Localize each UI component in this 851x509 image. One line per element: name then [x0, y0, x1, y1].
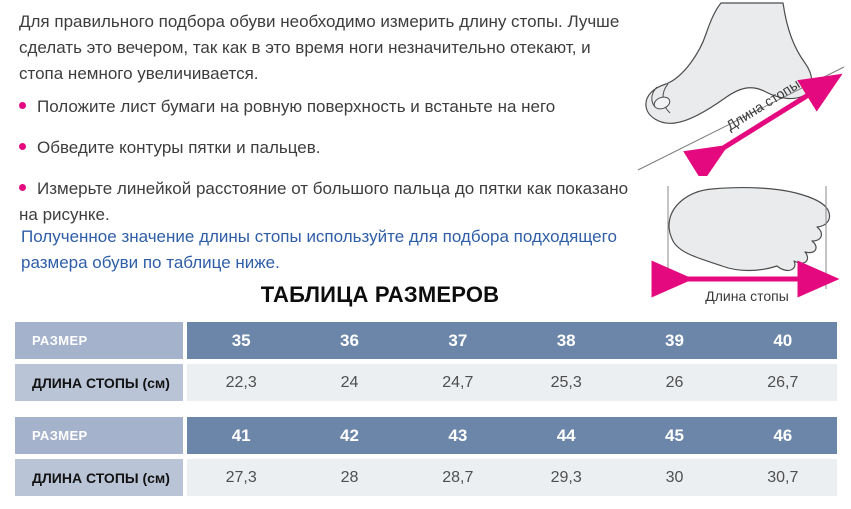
size-cell: 37 [448, 330, 468, 350]
step-text: Положите лист бумаги на ровную поверхнос… [37, 97, 556, 116]
size-cell: 45 [665, 425, 684, 445]
length-row-header: ДЛИНА СТОПЫ (см) [15, 459, 183, 496]
foot-top-view-diagram: Длина стопы [651, 186, 840, 304]
size-row-header: РАЗМЕР [15, 417, 183, 454]
size-tables: РАЗМЕР 35 36 37 38 39 40 ДЛИНА СТОПЫ (см… [15, 322, 837, 509]
table-row: РАЗМЕР 35 36 37 38 39 40 [15, 322, 837, 359]
size-values-band: 35 36 37 38 39 40 [187, 322, 837, 359]
size-cell: 41 [231, 425, 251, 445]
footprint-illustration [668, 186, 831, 272]
bullet-icon [19, 143, 26, 151]
size-cell: 44 [556, 425, 576, 445]
length-cell: 26 [665, 373, 684, 391]
length-cell: 28 [340, 468, 359, 486]
list-item: Измерьте линейкой расстояние от большого… [19, 176, 631, 228]
size-cell: 36 [340, 330, 359, 350]
length-cell: 30 [665, 468, 684, 486]
length-cell: 24,7 [442, 373, 474, 391]
list-item: Обведите контуры пятки и пальцев. [19, 135, 631, 161]
measurement-arrow [683, 73, 843, 176]
bullet-icon [19, 184, 26, 192]
foot-side-view-diagram: Длина стопы [637, 2, 845, 176]
length-cell: 30,7 [767, 468, 799, 486]
length-values-band: 27,3 28 28,7 29,3 30 30,7 [187, 459, 837, 496]
list-item: Положите лист бумаги на ровную поверхнос… [19, 94, 631, 120]
size-cell: 39 [665, 330, 684, 350]
table-row: ДЛИНА СТОПЫ (см) 27,3 28 28,7 29,3 30 30… [15, 459, 837, 496]
step-text: Измерьте линейкой расстояние от большого… [19, 179, 629, 224]
size-table-35-40: РАЗМЕР 35 36 37 38 39 40 ДЛИНА СТОПЫ (см… [15, 322, 837, 401]
size-cell: 43 [448, 425, 468, 445]
bullet-icon [19, 102, 26, 110]
length-row-header: ДЛИНА СТОПЫ (см) [15, 364, 183, 401]
size-cell: 42 [340, 425, 359, 445]
size-cell: 35 [231, 330, 251, 350]
toenail [653, 96, 671, 110]
size-cell: 40 [773, 330, 793, 350]
table-row: ДЛИНА СТОПЫ (см) 22,3 24 24,7 25,3 26 26… [15, 364, 837, 401]
size-values-band: 41 42 43 44 45 46 [187, 417, 837, 454]
length-cell: 24 [340, 373, 359, 391]
length-values-band: 22,3 24 24,7 25,3 26 26,7 [187, 364, 837, 401]
size-cell: 38 [556, 330, 576, 350]
length-cell: 27,3 [225, 468, 257, 486]
note-paragraph: Полученное значение длины стопы использу… [21, 227, 617, 272]
size-table-41-46: РАЗМЕР 41 42 43 44 45 46 ДЛИНА СТОПЫ (см… [15, 417, 837, 496]
foot-illustration [645, 2, 813, 124]
table-row: РАЗМЕР 41 42 43 44 45 46 [15, 417, 837, 454]
size-row-header: РАЗМЕР [15, 322, 183, 359]
length-cell: 25,3 [550, 373, 582, 391]
size-cell: 46 [773, 425, 793, 445]
step-text: Обведите контуры пятки и пальцев. [37, 138, 321, 157]
size-table-title: ТАБЛИЦА РАЗМЕРОВ [260, 282, 500, 307]
length-cell: 22,3 [225, 373, 257, 391]
length-cell: 28,7 [442, 468, 474, 486]
top-view-measure-label: Длина стопы [705, 288, 789, 304]
length-cell: 26,7 [767, 373, 799, 391]
intro-paragraph: Для правильного подбора обуви необходимо… [19, 12, 620, 83]
measurement-steps-list: Положите лист бумаги на ровную поверхнос… [19, 94, 631, 243]
length-cell: 29,3 [550, 468, 582, 486]
